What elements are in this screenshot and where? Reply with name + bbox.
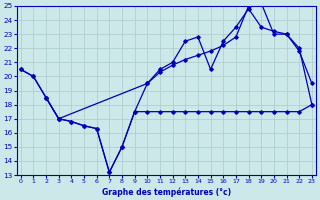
X-axis label: Graphe des températures (°c): Graphe des températures (°c): [102, 187, 231, 197]
